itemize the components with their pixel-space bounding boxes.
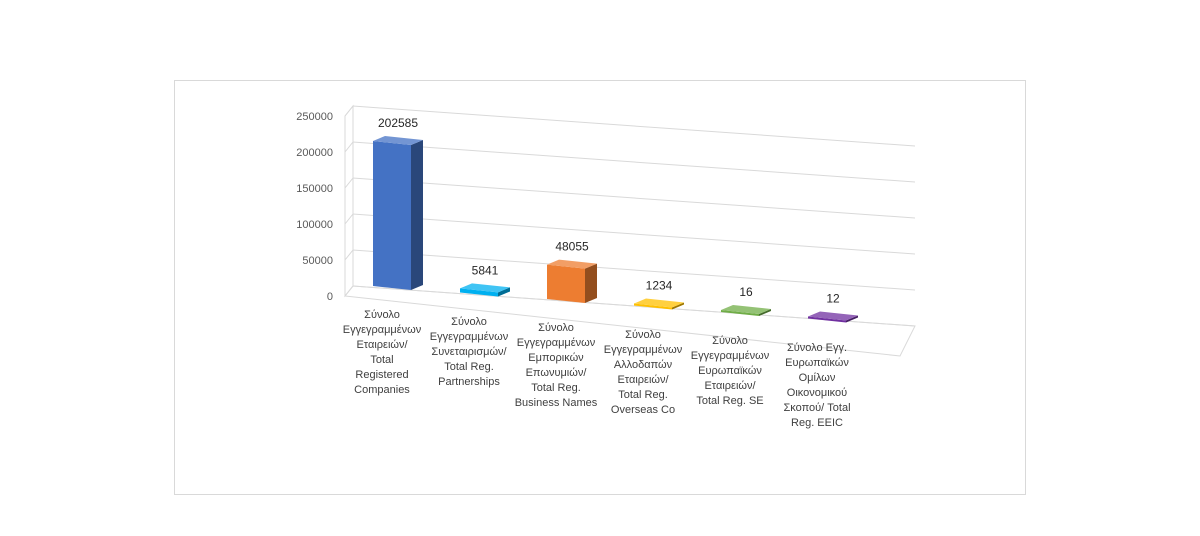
bar-top (547, 259, 597, 269)
bar-top (634, 298, 684, 308)
bar-side (585, 263, 597, 303)
chart-frame: 0 50000 100000 150000 200000 250000 202585 584… (174, 80, 1026, 495)
bar-top (460, 283, 510, 293)
y-tick-label: 250000 (296, 111, 333, 123)
data-label: 202585 (378, 116, 418, 130)
data-label: 16 (739, 285, 753, 299)
bar-top (373, 136, 423, 145)
bar (460, 283, 510, 297)
bar-front (373, 141, 411, 290)
side-wall (344, 104, 354, 298)
bar (634, 298, 684, 310)
bar (547, 259, 597, 303)
bar-chart: 0 50000 100000 150000 200000 250000 202585 584… (296, 104, 916, 357)
y-tick-label: 200000 (296, 147, 333, 159)
bar (373, 136, 423, 290)
bar-top (721, 305, 771, 314)
y-tick-label: 150000 (296, 183, 333, 195)
x-category-label: Σύνολο Εγγεγραμμένων Συνεταιρισμών/ Tota… (429, 315, 509, 388)
gridline (344, 141, 916, 183)
x-category-label: Σύνολο Εγγεγραμμένων Εμπορικών Επωνυμιών… (514, 322, 598, 409)
bar-side (846, 315, 858, 323)
bar-side (411, 140, 423, 290)
gridline (344, 213, 916, 255)
bar (808, 311, 858, 323)
gridline (344, 249, 916, 291)
chart-floor (344, 285, 916, 357)
x-category-label: Σύνολο Εγγεγραμμένων Εταιρειών/ Total Re… (342, 309, 422, 396)
floor-plane (344, 285, 916, 357)
bar-front (721, 310, 759, 316)
x-category-label: Σύνολο Εγγεγραμμένων Ευρωπαϊκών Εταιρειώ… (690, 335, 770, 407)
bars (373, 136, 858, 323)
x-category-label: Σύνολο Εγγ. Ευρωπαϊκών Ομίλων Οικονομικο… (783, 341, 851, 429)
bar-front (547, 264, 585, 303)
gridline (344, 105, 916, 147)
data-labels: 202585 5841 48055 1234 16 12 (378, 116, 840, 306)
data-label: 12 (826, 292, 840, 306)
bar-front (808, 316, 846, 323)
bar (721, 305, 771, 316)
bar-side (759, 309, 771, 316)
data-label: 48055 (555, 240, 589, 254)
y-axis-ticks: 0 50000 100000 150000 200000 250000 (296, 111, 333, 303)
y-tick-label: 100000 (296, 219, 333, 231)
bar-top (808, 311, 858, 321)
bar-front (634, 303, 672, 310)
x-category-label: Σύνολο Εγγεγραμμένων Αλλοδαπών Εταιρειών… (603, 328, 683, 416)
bar-side (672, 302, 684, 310)
data-label: 5841 (472, 263, 499, 277)
data-label: 1234 (646, 279, 673, 293)
y-tick-label: 50000 (302, 255, 333, 267)
gridline (344, 177, 916, 219)
y-tick-label: 0 (327, 291, 333, 303)
bar-front (460, 288, 498, 297)
bar-side (498, 287, 510, 297)
